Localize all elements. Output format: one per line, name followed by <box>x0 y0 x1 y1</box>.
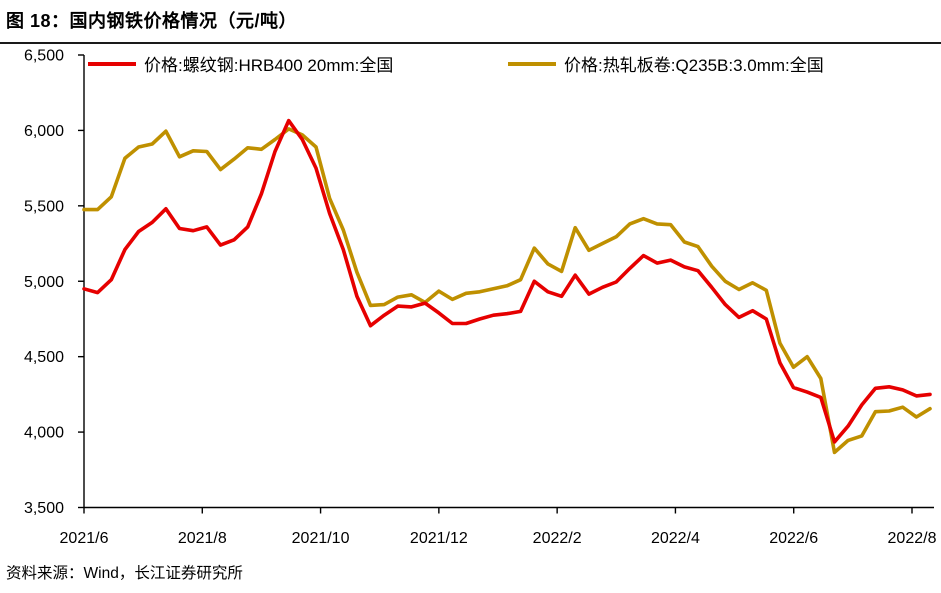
hrc-price-line <box>82 127 932 455</box>
legend-item-rebar: 价格:螺纹钢:HRB400 20mm:全国 <box>88 51 393 76</box>
x-axis-tick-label: 2021/8 <box>178 530 227 547</box>
x-axis-tick-label: 2022/2 <box>533 530 582 547</box>
x-axis-tick-label: 2022/4 <box>651 530 700 547</box>
y-axis-tick-label: 6,000 <box>24 123 64 140</box>
y-axis-tick-label: 3,500 <box>24 500 64 517</box>
x-axis-tick-label: 2021/10 <box>292 530 350 547</box>
legend-label-rebar: 价格:螺纹钢:HRB400 20mm:全国 <box>144 56 394 75</box>
x-axis-tick-label: 2022/6 <box>769 530 818 547</box>
legend-swatch-rebar-line <box>88 61 136 66</box>
rebar-price-line <box>82 118 932 444</box>
figure-title: 图 18：国内钢铁价格情况（元/吨） <box>0 0 941 44</box>
y-axis-tick-label: 6,500 <box>24 48 64 65</box>
y-axis-tick-label: 5,000 <box>24 274 64 291</box>
y-axis-tick-label: 4,000 <box>24 425 64 442</box>
x-axis-tick-label: 2021/12 <box>410 530 468 547</box>
y-axis-tick-label: 5,500 <box>24 198 64 215</box>
legend-label-hrc: 价格:热轧板卷:Q235B:3.0mm:全国 <box>564 56 824 75</box>
x-axis-tick-label: 2022/8 <box>888 530 937 547</box>
source-note: 资料来源：Wind，长江证券研究所 <box>6 565 243 582</box>
legend-swatch-hrc-line <box>508 61 556 66</box>
y-axis-tick-label: 4,500 <box>24 349 64 366</box>
legend-item-hrc: 价格:热轧板卷:Q235B:3.0mm:全国 <box>508 51 824 76</box>
x-axis-tick-label: 2021/6 <box>60 530 109 547</box>
